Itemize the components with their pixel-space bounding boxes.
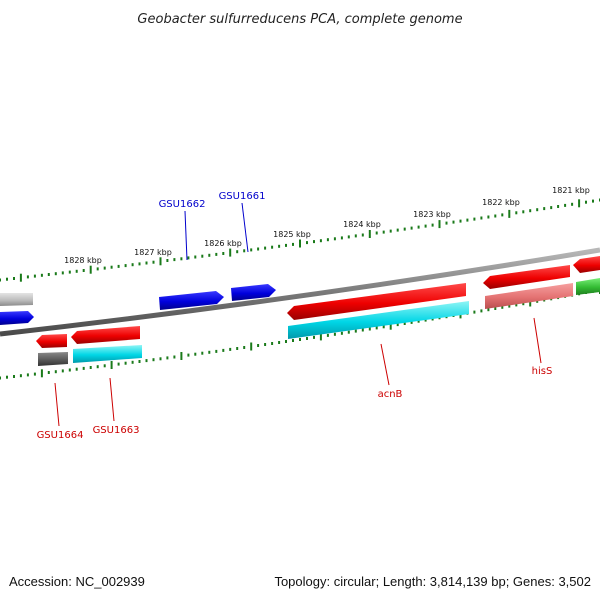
label-acnB[interactable]: acnB — [378, 389, 403, 400]
leader-hisS — [533, 317, 542, 364]
genome-summary: Topology: circular; Length: 3,814,139 bp… — [274, 574, 591, 589]
scale-label: 1826 kbp — [204, 239, 242, 248]
gene-hisS[interactable] — [483, 265, 570, 289]
leader-gsu1662 — [184, 210, 188, 261]
label-hisS[interactable]: hisS — [532, 366, 553, 377]
forward-strand-genes — [0, 284, 276, 325]
genome-backbone — [0, 247, 600, 337]
gene-forward-grey[interactable] — [0, 293, 33, 306]
genome-title: Geobacter sulfurreducens PCA, complete g… — [137, 12, 462, 27]
gene-gsu1663[interactable] — [71, 326, 140, 344]
scale-label: 1825 kbp — [273, 230, 311, 239]
scale-label: 1822 kbp — [482, 198, 520, 207]
scale-labels: 1828 kbp 1827 kbp 1826 kbp 1825 kbp 1824… — [64, 186, 590, 265]
leader-gsu1663 — [109, 377, 115, 422]
gene-gsu1662[interactable] — [159, 291, 224, 310]
label-gsu1664[interactable]: GSU1664 — [37, 430, 84, 441]
gene-labels: GSU1662 GSU1661 GSU1664 GSU1663 acnB his… — [37, 191, 553, 441]
gene-gsu1664[interactable] — [38, 352, 68, 366]
accession-text: Accession: NC_002939 — [9, 574, 145, 589]
gene-acnB-rna[interactable] — [288, 301, 469, 339]
gene-gsu1663-rna[interactable] — [73, 345, 142, 363]
label-gsu1661[interactable]: GSU1661 — [219, 191, 266, 202]
gene-forward-blue[interactable] — [0, 311, 34, 325]
scale-label: 1824 kbp — [343, 220, 381, 229]
reverse-strand-genes — [36, 256, 600, 366]
outer-scale-track — [0, 198, 600, 282]
leader-acnB — [380, 343, 390, 386]
label-gsu1663[interactable]: GSU1663 — [93, 425, 140, 436]
scale-label: 1823 kbp — [413, 210, 451, 219]
gene-acnB[interactable] — [287, 283, 466, 320]
gene-reverse-red[interactable] — [36, 334, 67, 348]
gene-reverse-red-edge[interactable] — [573, 256, 600, 273]
leader-gsu1661 — [241, 202, 249, 253]
gene-green-edge[interactable] — [576, 278, 600, 295]
gene-hisS-pseudo[interactable] — [485, 283, 573, 309]
label-gsu1662[interactable]: GSU1662 — [159, 199, 206, 210]
gene-gsu1661[interactable] — [231, 284, 276, 301]
scale-label: 1827 kbp — [134, 248, 172, 257]
label-leaders — [54, 202, 542, 427]
leader-gsu1664 — [54, 382, 60, 427]
scale-label: 1828 kbp — [64, 256, 102, 265]
scale-label: 1821 kbp — [552, 186, 590, 195]
